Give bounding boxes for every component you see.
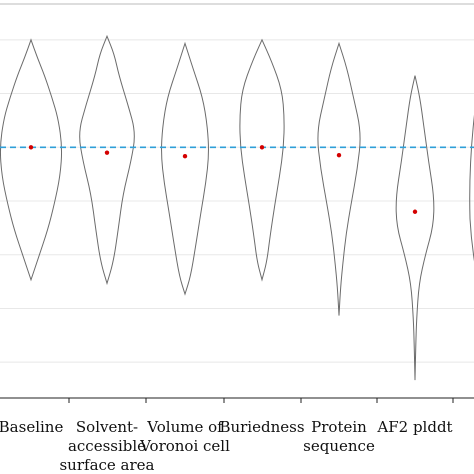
mean-point-3	[182, 154, 188, 159]
x-tick-label: Volume of Voronoi cell	[139, 418, 230, 455]
violin-6	[395, 75, 435, 381]
x-tick-label-line: Baseline	[0, 418, 63, 436]
x-tick-label-line: sequence	[303, 437, 375, 455]
x-tick-label-line: accessible	[68, 437, 146, 455]
mean-point-2	[104, 150, 110, 155]
violin-5	[317, 41, 361, 316]
x-tick-label: Buriedness	[219, 418, 304, 436]
mean-point-4	[259, 145, 265, 150]
violins	[0, 34, 474, 381]
x-tick-label: AF2 plddt	[376, 418, 452, 436]
x-tick-label-line: Volume of	[146, 418, 224, 436]
violin-7	[469, 114, 474, 262]
x-tick-label-line: Protein	[311, 418, 367, 436]
gridlines	[0, 39, 474, 363]
violin-4	[239, 38, 285, 282]
x-tick-label-line: Buriedness	[219, 418, 304, 436]
violin-1	[0, 38, 63, 282]
x-tick-label: Protein sequence	[303, 418, 375, 455]
mean-point-5	[336, 152, 342, 158]
x-tick-label-line: Voronoi cell	[139, 437, 230, 455]
x-tick-label-line: AF2 plddt	[376, 418, 452, 436]
x-tick-label: Solvent-accessible surface area	[59, 418, 154, 474]
x-tick-label-line: Solvent-	[76, 418, 138, 436]
axes	[0, 3, 474, 403]
x-tick-label-line: surface area	[59, 456, 154, 474]
x-tick-label: Baseline	[0, 418, 63, 436]
x-tick-labels: Baseline Solvent-accessible surface areaVo…	[0, 418, 453, 474]
violin-3	[161, 41, 209, 296]
violin-2	[79, 34, 135, 286]
mean-points	[28, 145, 418, 214]
mean-point-1	[28, 145, 34, 150]
mean-point-6	[412, 209, 418, 214]
